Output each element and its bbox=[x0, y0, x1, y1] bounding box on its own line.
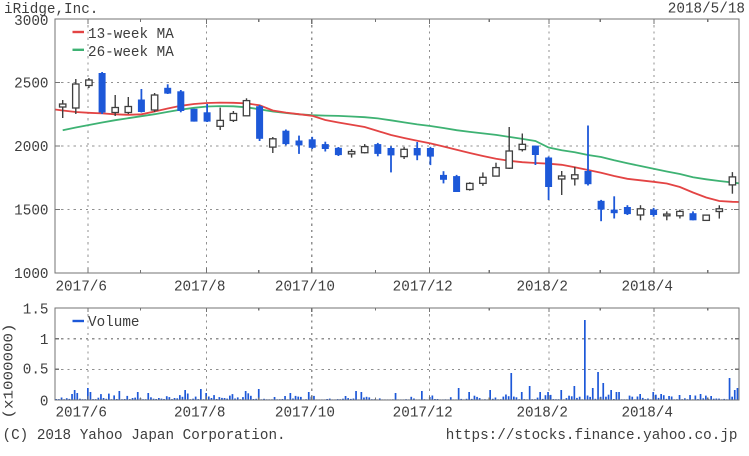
svg-text:1500: 1500 bbox=[14, 204, 48, 220]
svg-text:1000: 1000 bbox=[14, 267, 48, 283]
svg-text:(x1000000): (x1000000) bbox=[2, 324, 18, 419]
svg-text:26-week MA: 26-week MA bbox=[88, 45, 174, 61]
svg-text:2017/12: 2017/12 bbox=[393, 406, 453, 422]
svg-text:2018/5/18: 2018/5/18 bbox=[668, 2, 745, 18]
svg-text:https://stocks.finance.yahoo.c: https://stocks.finance.yahoo.co.jp bbox=[446, 428, 738, 444]
svg-text:3000: 3000 bbox=[14, 14, 48, 30]
svg-text:2017/12: 2017/12 bbox=[393, 280, 453, 296]
svg-text:2018/2: 2018/2 bbox=[516, 280, 567, 296]
svg-text:2017/10: 2017/10 bbox=[275, 280, 335, 296]
svg-text:13-week MA: 13-week MA bbox=[88, 27, 174, 43]
svg-text:iRidge,Inc.: iRidge,Inc. bbox=[4, 2, 98, 18]
svg-text:2018/4: 2018/4 bbox=[621, 280, 672, 296]
svg-text:2017/6: 2017/6 bbox=[55, 406, 106, 422]
svg-text:2500: 2500 bbox=[14, 77, 48, 93]
svg-text:0: 0 bbox=[40, 394, 49, 410]
svg-text:2017/10: 2017/10 bbox=[275, 406, 335, 422]
svg-text:1: 1 bbox=[40, 333, 49, 349]
svg-text:2018/4: 2018/4 bbox=[621, 406, 672, 422]
svg-text:2017/8: 2017/8 bbox=[174, 406, 225, 422]
svg-text:(C) 2018 Yahoo Japan Corporati: (C) 2018 Yahoo Japan Corporation. bbox=[3, 428, 286, 444]
svg-text:2017/8: 2017/8 bbox=[174, 280, 225, 296]
svg-text:0.5: 0.5 bbox=[23, 363, 49, 379]
svg-text:2000: 2000 bbox=[14, 140, 48, 156]
svg-text:2018/2: 2018/2 bbox=[516, 406, 567, 422]
svg-text:2017/6: 2017/6 bbox=[55, 280, 106, 296]
svg-text:Volume: Volume bbox=[88, 315, 139, 331]
svg-text:1.5: 1.5 bbox=[23, 303, 49, 319]
